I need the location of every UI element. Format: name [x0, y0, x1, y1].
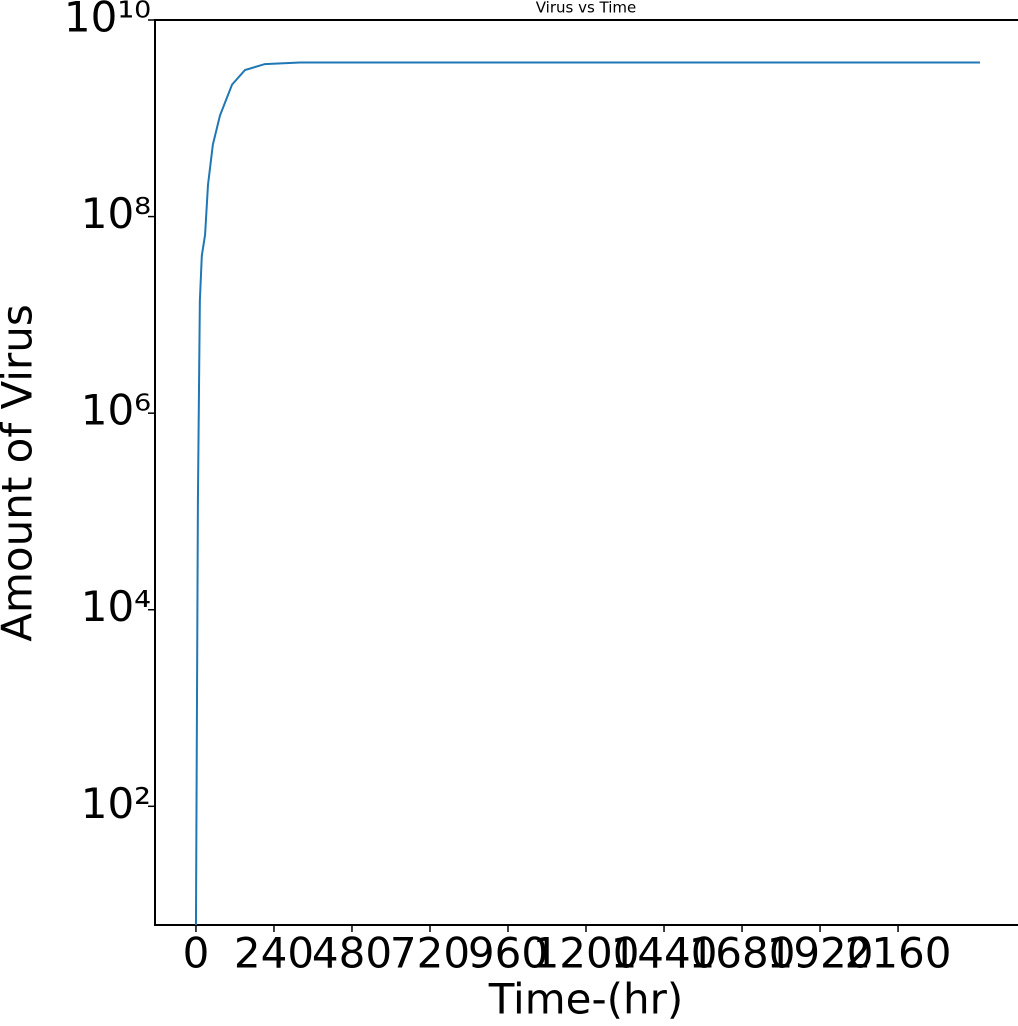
x-tick-label: 0: [183, 929, 210, 978]
y-tick-label: 10⁶: [81, 386, 151, 435]
y-tick-label: 10¹⁰: [64, 0, 151, 42]
y-axis-label: Amount of Virus: [0, 304, 42, 641]
x-tick-label: 720: [390, 929, 470, 978]
x-tick-label: 960: [468, 929, 548, 978]
x-tick-label: 1440: [611, 929, 718, 978]
x-axis-label: Time-(hr): [488, 975, 684, 1024]
x-tick-label: 1200: [533, 929, 640, 978]
x-tick-label: 480: [312, 929, 392, 978]
x-tick-label: 240: [234, 929, 314, 978]
y-tick-label: 10⁴: [81, 582, 151, 631]
x-tick-label: 1920: [767, 929, 874, 978]
x-tick-label: 2160: [845, 929, 952, 978]
chart-title: Virus vs Time: [536, 0, 637, 17]
line: [194, 61, 980, 926]
y-tick-label: 10²: [81, 779, 151, 828]
y-tick-label: 10⁸: [81, 189, 151, 238]
x-tick-label: 1680: [689, 929, 796, 978]
